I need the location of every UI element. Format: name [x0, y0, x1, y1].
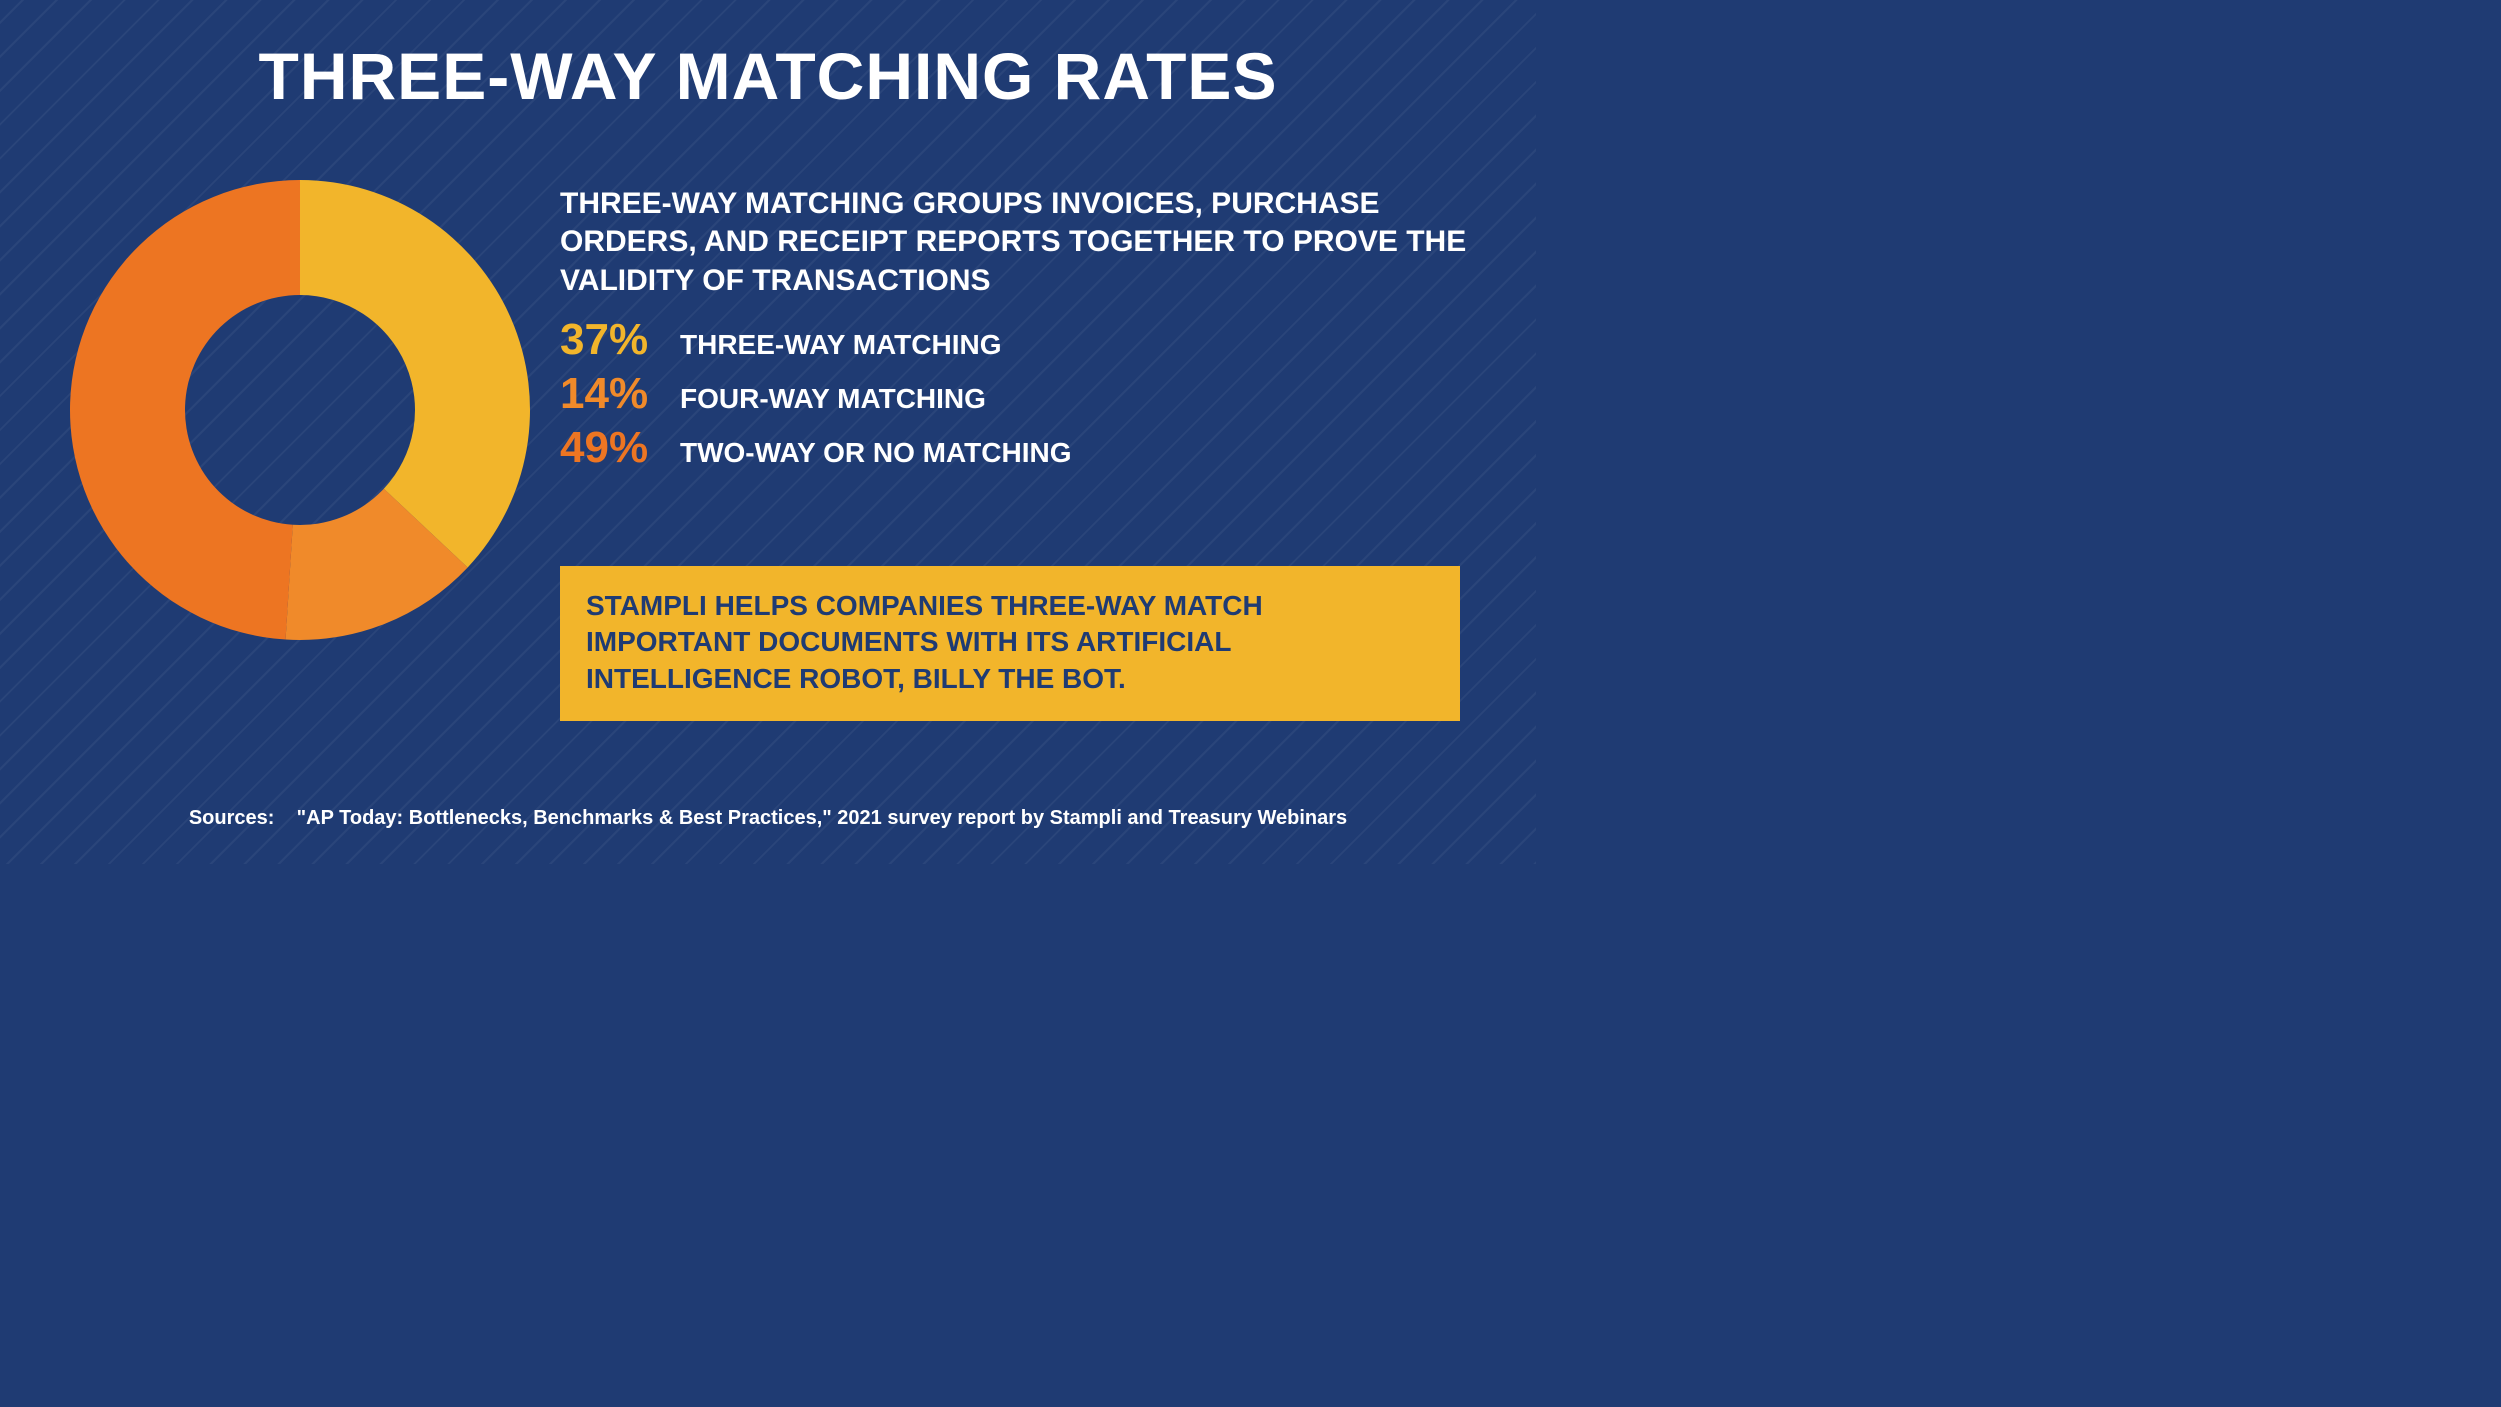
description-text: Three-way matching groups invoices, purc…	[560, 185, 1480, 300]
callout-box: Stampli helps companies three-way match …	[560, 566, 1460, 721]
infographic-canvas: THREE-WAY MATCHING RATES Three-way match…	[0, 0, 1536, 864]
donut-svg	[60, 170, 540, 650]
sources-text: "AP Today: Bottlenecks, Benchmarks & Bes…	[297, 807, 1348, 829]
page-title: THREE-WAY MATCHING RATES	[0, 38, 1536, 114]
stat-label: Two-way or no matching	[680, 437, 1071, 469]
stat-row: 37% Three-way matching	[560, 315, 1460, 365]
stat-label: Three-way matching	[680, 329, 1002, 361]
sources-line: Sources: "AP Today: Bottlenecks, Benchma…	[0, 807, 1536, 830]
donut-slice	[300, 180, 530, 567]
stat-pct: 49%	[560, 423, 670, 473]
stat-label: Four-way matching	[680, 383, 986, 415]
stat-row: 14% Four-way matching	[560, 369, 1460, 419]
donut-slice	[70, 180, 300, 640]
donut-chart	[60, 170, 540, 650]
stat-pct: 37%	[560, 315, 670, 365]
sources-label: Sources:	[189, 807, 275, 829]
stats-list: 37% Three-way matching 14% Four-way matc…	[560, 315, 1460, 477]
stat-row: 49% Two-way or no matching	[560, 423, 1460, 473]
stat-pct: 14%	[560, 369, 670, 419]
